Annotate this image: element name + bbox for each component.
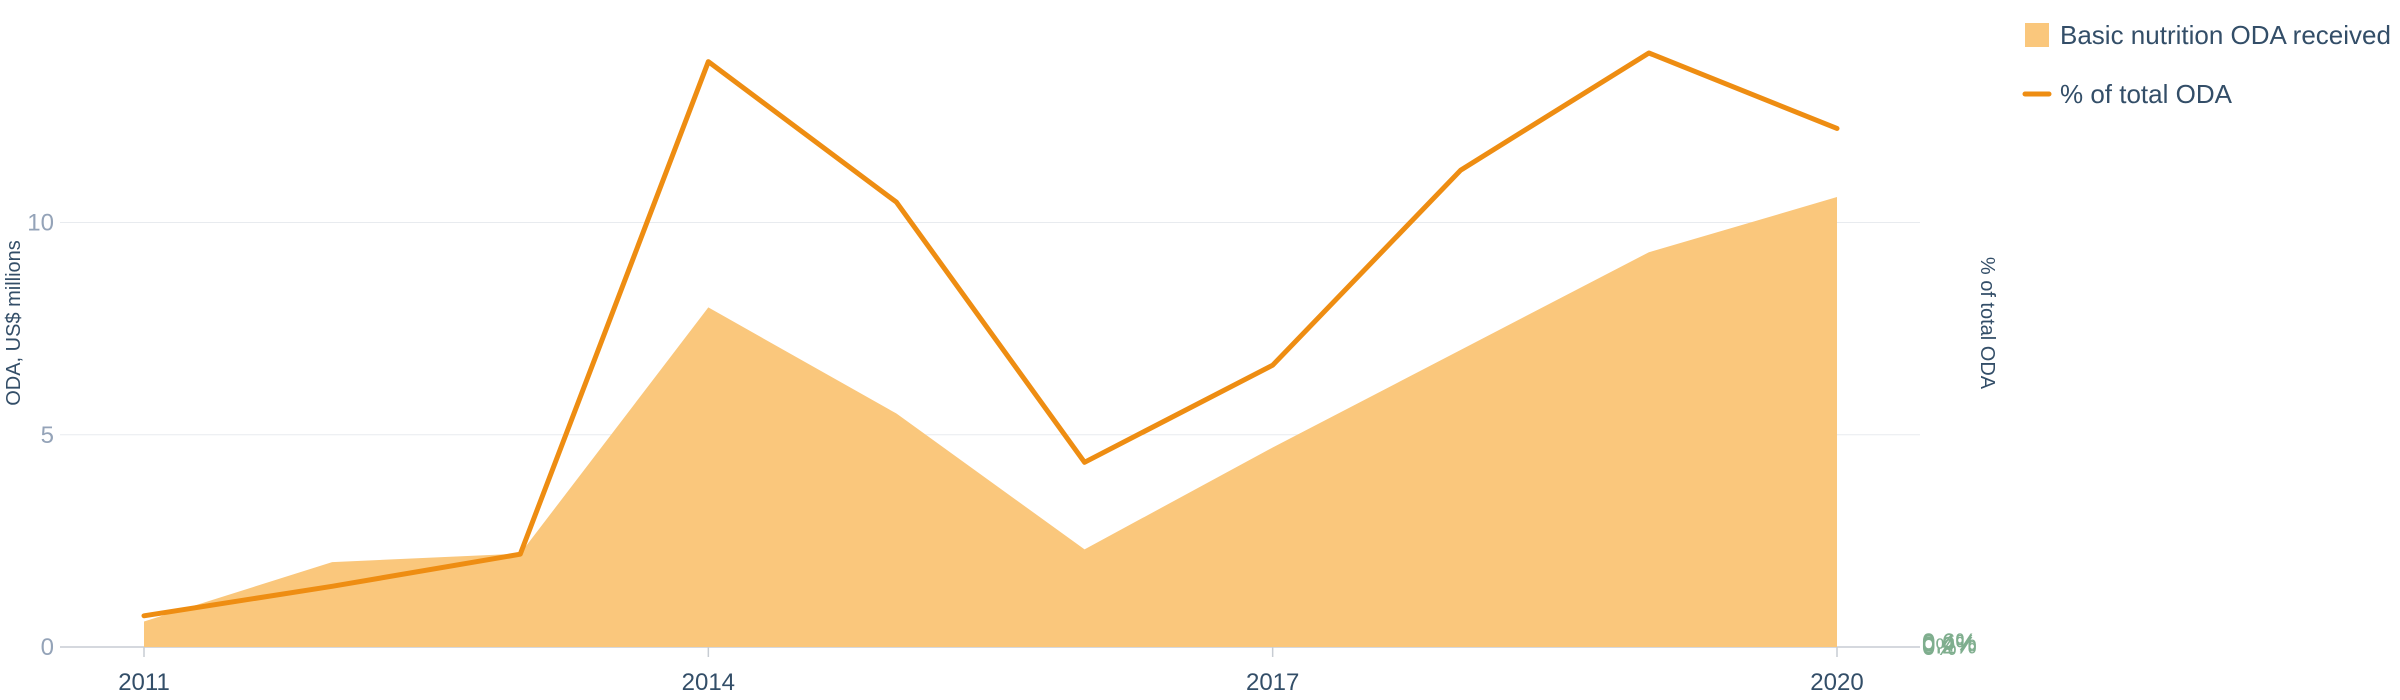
x-tick-label: 2020	[1810, 669, 1863, 696]
y-tick-label: 0	[41, 634, 54, 661]
y2-tick-label: 0.4%	[1922, 631, 1977, 658]
y-tick-label: 10	[27, 210, 54, 237]
y2-tick-label: 0.2%	[1922, 632, 1977, 659]
x-tick-label: 2011	[118, 669, 170, 696]
y2-tick-label: 0.6%	[1922, 629, 1977, 656]
x-tick-label: 2014	[682, 669, 735, 696]
legend-swatch-area	[2025, 23, 2049, 47]
y-tick-label: 5	[41, 422, 54, 449]
x-tick-label: 2017	[1246, 669, 1299, 696]
legend-label-line: % of total ODA	[2060, 79, 2233, 109]
y2-tick-label: 0%	[1922, 634, 1957, 661]
line-series-pct-total-oda	[141, 50, 1840, 619]
y-axis-title: ODA, US$ millions	[3, 240, 25, 406]
area-series-basic-nutrition	[144, 197, 1837, 647]
y2-axis-title: % of total ODA	[1976, 257, 1998, 390]
legend-label-area: Basic nutrition ODA received	[2060, 20, 2391, 50]
